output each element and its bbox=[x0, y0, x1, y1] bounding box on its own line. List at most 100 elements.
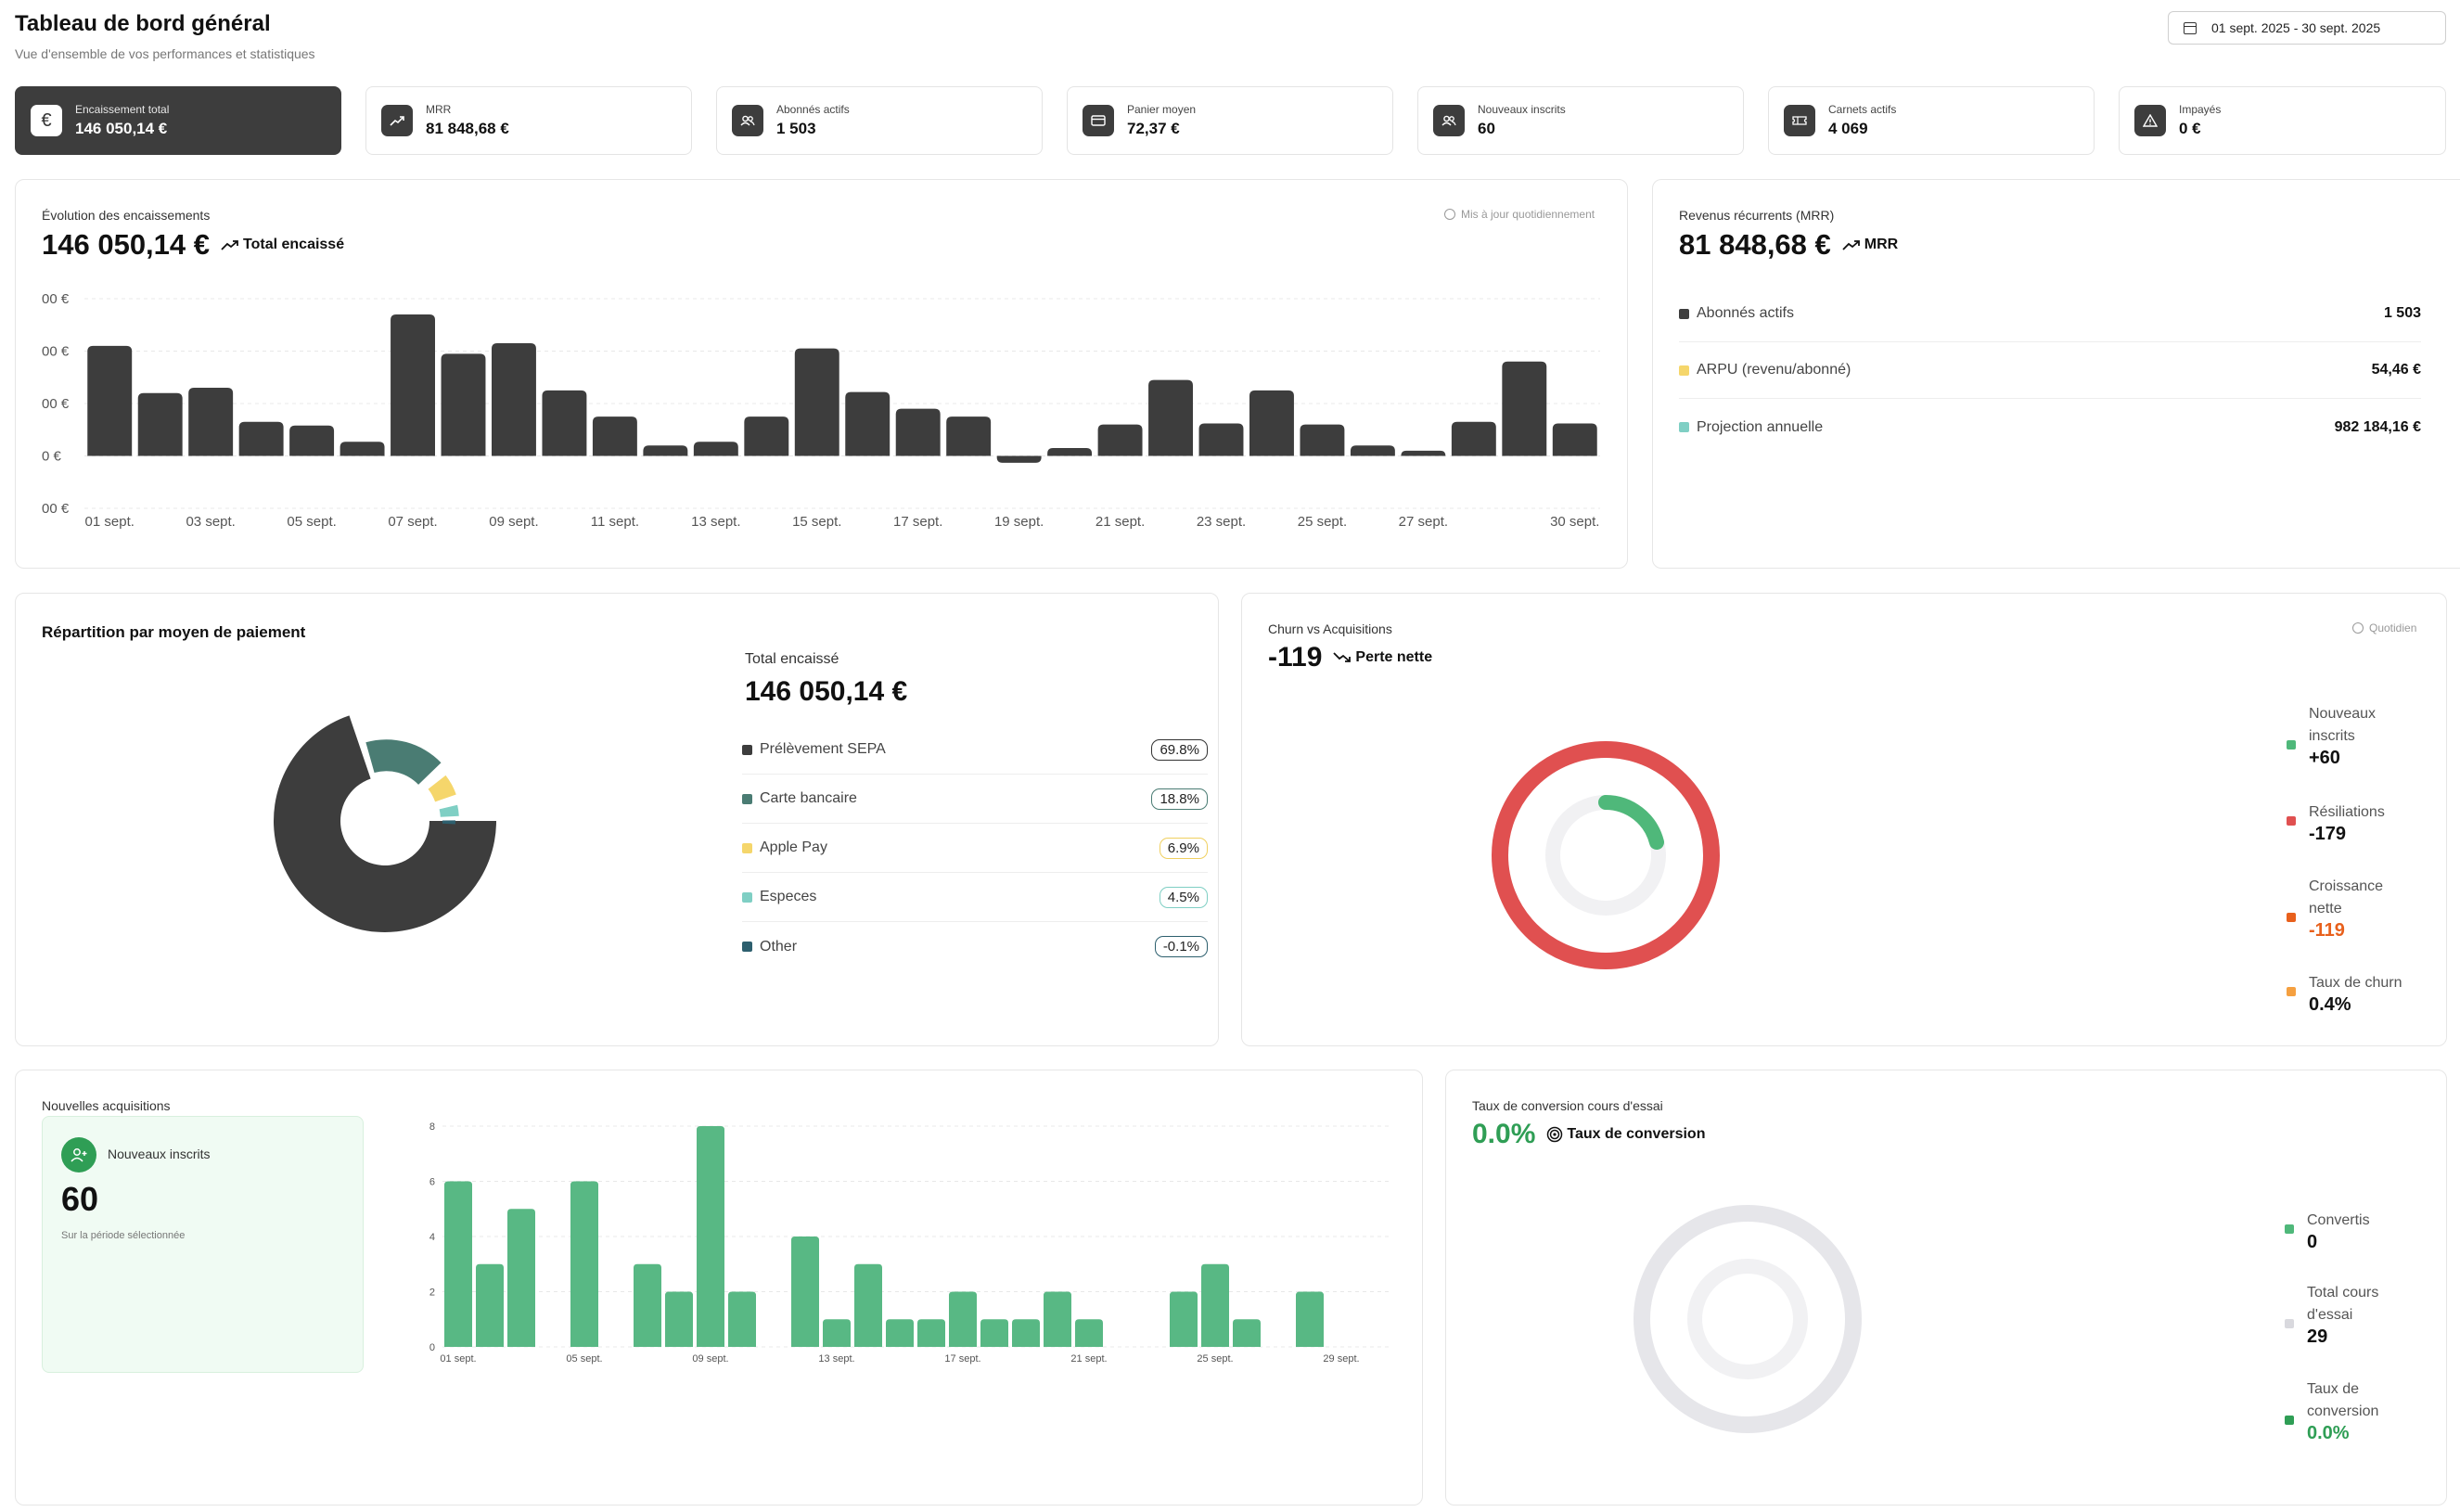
payment-row-especes: Especes 4.5% bbox=[742, 873, 1208, 922]
bar bbox=[1233, 1319, 1261, 1347]
mrr-row-arpu: ARPU (revenu/abonné) 54,46 € bbox=[1679, 342, 2421, 399]
conversion-tag: Taux de conversion bbox=[1546, 1126, 1705, 1143]
acquisitions-box-subtitle: Sur la période sélectionnée bbox=[61, 1230, 186, 1241]
conversion-title: Taux de conversion cours d'essai bbox=[1472, 1098, 1663, 1113]
legend-swatch bbox=[2285, 1416, 2294, 1425]
legend-swatch bbox=[742, 793, 752, 804]
bar bbox=[1552, 423, 1597, 456]
churn-ring-chart bbox=[1492, 741, 1720, 969]
kpi-label: Nouveaux inscrits bbox=[1478, 103, 1566, 116]
x-tick-label: 23 sept. bbox=[1197, 514, 1246, 530]
kpi-nouveaux-inscrits[interactable]: Nouveaux inscrits 60 bbox=[1417, 86, 1744, 155]
kpi-carnets-actifs[interactable]: Carnets actifs 4 069 bbox=[1768, 86, 2095, 155]
legend-swatch bbox=[2287, 987, 2296, 996]
bar bbox=[542, 390, 587, 456]
encaissements-tag: Total encaissé bbox=[221, 237, 344, 253]
kpi-encaissement-total[interactable]: € Encaissement total 146 050,14 € bbox=[15, 86, 341, 155]
kpi-label: Impayés bbox=[2179, 103, 2222, 116]
x-tick-label: 13 sept. bbox=[691, 514, 740, 530]
kpi-label: Abonnés actifs bbox=[776, 103, 850, 116]
mrr-row-label: ARPU (revenu/abonné) bbox=[1697, 362, 1851, 378]
acquisitions-title: Nouvelles acquisitions bbox=[42, 1098, 171, 1113]
conversion-card: Taux de conversion cours d'essai 0.0% Ta… bbox=[1445, 1070, 2447, 1506]
churn-tag: Perte nette bbox=[1333, 649, 1432, 666]
bar bbox=[823, 1319, 851, 1347]
bar bbox=[854, 1263, 882, 1347]
bar bbox=[1401, 450, 1446, 456]
legend-value: -179 bbox=[2309, 824, 2347, 844]
churn-card: Churn vs Acquisitions -119 Perte nette Q… bbox=[1241, 593, 2447, 1046]
y-tick-label: 6 bbox=[429, 1177, 435, 1188]
conversion-ring-chart bbox=[1634, 1205, 1862, 1433]
payments-total-value: 146 050,14 € bbox=[745, 676, 908, 707]
legend-label: Total cours bbox=[2307, 1285, 2379, 1301]
legend-item: Nouveaux inscrits +60 bbox=[2287, 703, 2376, 769]
y-tick-label: 0 bbox=[429, 1342, 435, 1353]
bar bbox=[188, 388, 234, 456]
legend-swatch bbox=[2285, 1224, 2294, 1234]
payments-total-label: Total encaissé bbox=[745, 651, 839, 667]
bar bbox=[441, 353, 486, 456]
conversion-tag-label: Taux de conversion bbox=[1567, 1126, 1706, 1142]
x-tick-label: 15 sept. bbox=[792, 514, 841, 530]
legend-item: Taux de conversion 0.0% bbox=[2285, 1378, 2378, 1444]
x-tick-label: 21 sept. bbox=[1095, 514, 1145, 530]
x-tick-label: 03 sept. bbox=[186, 514, 235, 530]
x-tick-label: 17 sept. bbox=[944, 1353, 980, 1365]
kpi-mrr[interactable]: MRR 81 848,68 € bbox=[365, 86, 692, 155]
acquisitions-summary-box: Nouveaux inscrits 60 Sur la période séle… bbox=[42, 1116, 364, 1373]
date-range-label: 01 sept. 2025 - 30 sept. 2025 bbox=[2211, 20, 2381, 35]
kpi-value: 81 848,68 € bbox=[426, 120, 509, 137]
encaissements-value: 146 050,14 € Total encaissé bbox=[42, 228, 344, 262]
kpi-value: 0 € bbox=[2179, 120, 2201, 137]
churn-title: Churn vs Acquisitions bbox=[1268, 621, 1392, 636]
churn-ring-acquisitions bbox=[1598, 795, 1664, 850]
page-title: Tableau de bord général bbox=[15, 11, 271, 36]
legend-label: Nouveaux bbox=[2309, 706, 2377, 722]
x-tick-label: 29 sept. bbox=[1323, 1353, 1359, 1365]
churn-amount: -119 bbox=[1268, 642, 1323, 673]
encaissements-tag-label: Total encaissé bbox=[243, 237, 345, 252]
encaissements-bar-chart: 00 € 00 € 00 € 0 € 00 € 01 sept. 03 sept. 05 se… bbox=[42, 291, 1600, 530]
acquisitions-box-title: Nouveaux inscrits bbox=[108, 1147, 211, 1161]
kpi-label: MRR bbox=[426, 103, 452, 116]
payment-row-label: Carte bancaire bbox=[760, 790, 857, 806]
date-range-picker[interactable]: 01 sept. 2025 - 30 sept. 2025 bbox=[2168, 11, 2446, 45]
payments-donut-chart bbox=[274, 715, 496, 932]
bar bbox=[1047, 448, 1093, 456]
x-tick-label: 19 sept. bbox=[994, 514, 1044, 530]
mrr-tag: MRR bbox=[1842, 237, 1898, 253]
bar bbox=[1502, 361, 1547, 456]
conversion-amount: 0.0% bbox=[1472, 1119, 1536, 1149]
euro-icon: € bbox=[31, 105, 62, 136]
y-tick-label: 0 € bbox=[42, 449, 62, 465]
x-tick-label: 09 sept. bbox=[692, 1353, 728, 1365]
kpi-impayes[interactable]: Impayés 0 € bbox=[2119, 86, 2446, 155]
churn-updated: Quotidien bbox=[2352, 621, 2416, 634]
kpi-value: 4 069 bbox=[1828, 120, 1868, 137]
mrr-value: 81 848,68 € MRR bbox=[1679, 228, 1898, 262]
mrr-row-value: 54,46 € bbox=[2371, 362, 2421, 378]
payment-pct-badge: 69.8% bbox=[1151, 738, 1208, 761]
bar bbox=[1451, 421, 1496, 456]
payment-row-carte: Carte bancaire 18.8% bbox=[742, 775, 1208, 824]
legend-item: Résiliations -179 bbox=[2287, 801, 2385, 845]
acquisitions-bar-chart: 0 2 4 6 8 01 sept. 05 sept. 09 sept. 13 sept. 17 … bbox=[429, 1121, 1390, 1365]
pie-slice bbox=[365, 739, 442, 785]
bar bbox=[1097, 424, 1143, 456]
encaissements-card: Évolution des encaissements 146 050,14 €… bbox=[15, 179, 1628, 569]
kpi-panier-moyen[interactable]: Panier moyen 72,37 € bbox=[1067, 86, 1393, 155]
mrr-tag-label: MRR bbox=[1864, 237, 1899, 252]
mrr-row-label: Abonnés actifs bbox=[1697, 305, 1794, 321]
payment-row-sepa: Prélèvement SEPA 69.8% bbox=[742, 725, 1208, 775]
kpi-label: Encaissement total bbox=[75, 103, 170, 116]
kpi-value: 146 050,14 € bbox=[75, 120, 168, 137]
calendar-icon bbox=[2184, 21, 2197, 34]
legend-item: Total cours d'essai 29 bbox=[2285, 1282, 2378, 1348]
payment-pct-badge: -0.1% bbox=[1154, 936, 1208, 957]
kpi-abonnes-actifs[interactable]: Abonnés actifs 1 503 bbox=[716, 86, 1043, 155]
x-tick-label: 01 sept. bbox=[440, 1353, 476, 1365]
x-tick-label: 05 sept. bbox=[566, 1353, 602, 1365]
kpi-value: 60 bbox=[1478, 120, 1495, 137]
encaissements-title: Évolution des encaissements bbox=[42, 208, 211, 223]
